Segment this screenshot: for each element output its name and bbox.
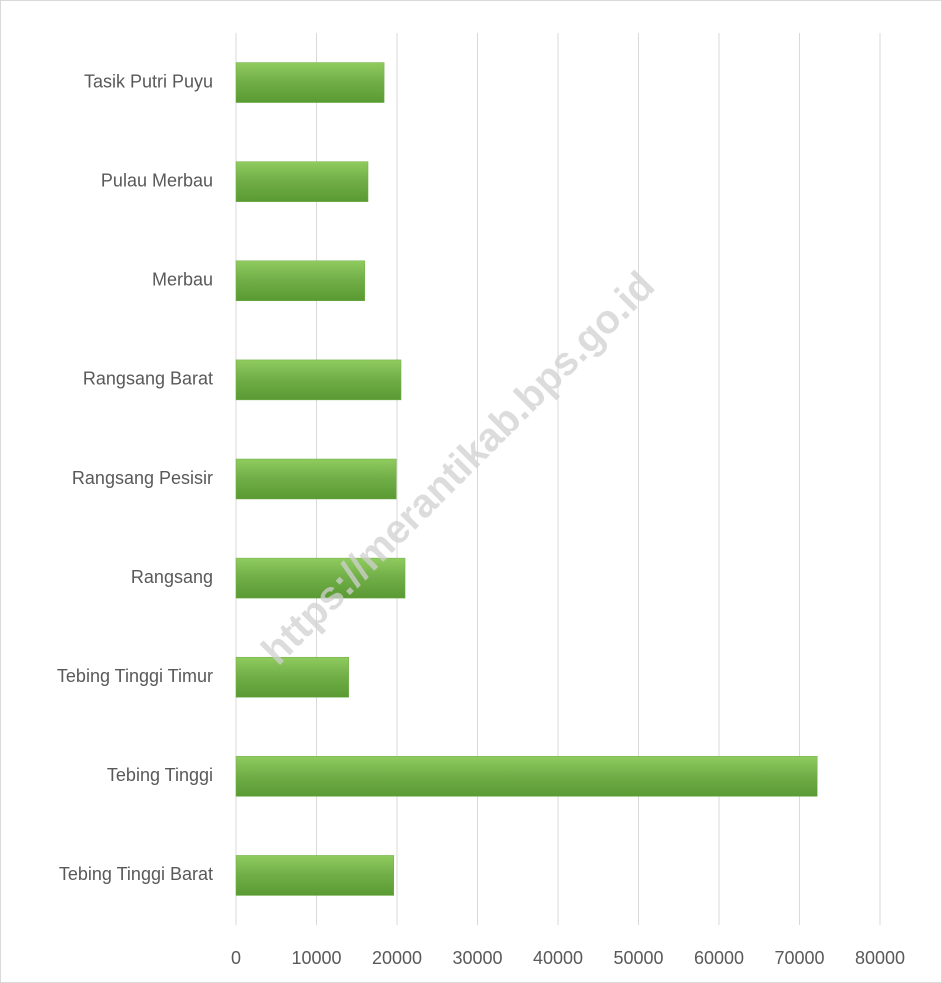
bar [235, 260, 366, 302]
x-tick-label: 0 [231, 948, 241, 968]
bar [235, 161, 369, 202]
x-tick-label: 50000 [613, 948, 663, 968]
bar [235, 359, 402, 401]
bar [235, 656, 349, 698]
bar [235, 458, 397, 500]
x-tick-label: 20000 [372, 948, 422, 968]
y-tick-label: Pulau Merbau [101, 170, 213, 190]
y-tick-label: Tasik Putri Puyu [84, 71, 213, 91]
y-tick-label: Tebing Tinggi Timur [57, 666, 213, 686]
x-tick-label: 30000 [452, 948, 502, 968]
y-tick-label: Tebing Tinggi [107, 765, 213, 785]
x-tick-label: 80000 [855, 948, 905, 968]
x-tick-label: 40000 [533, 948, 583, 968]
x-tick-label: 60000 [694, 948, 744, 968]
y-tick-label: Tebing Tinggi Barat [59, 864, 213, 884]
bar [235, 855, 395, 896]
bar [235, 756, 818, 797]
bar [235, 62, 385, 103]
bar [235, 557, 406, 599]
y-tick-label: Rangsang Pesisir [72, 468, 213, 488]
y-tick-label: Rangsang [131, 567, 213, 587]
y-tick-label: Merbau [152, 270, 213, 290]
x-tick-label: 10000 [291, 948, 341, 968]
x-tick-label: 70000 [774, 948, 824, 968]
plot-area: 0 10000 20000 30000 40000 50000 60000 70000 8000… [57, 33, 905, 968]
y-tick-label: Rangsang Barat [83, 369, 213, 389]
